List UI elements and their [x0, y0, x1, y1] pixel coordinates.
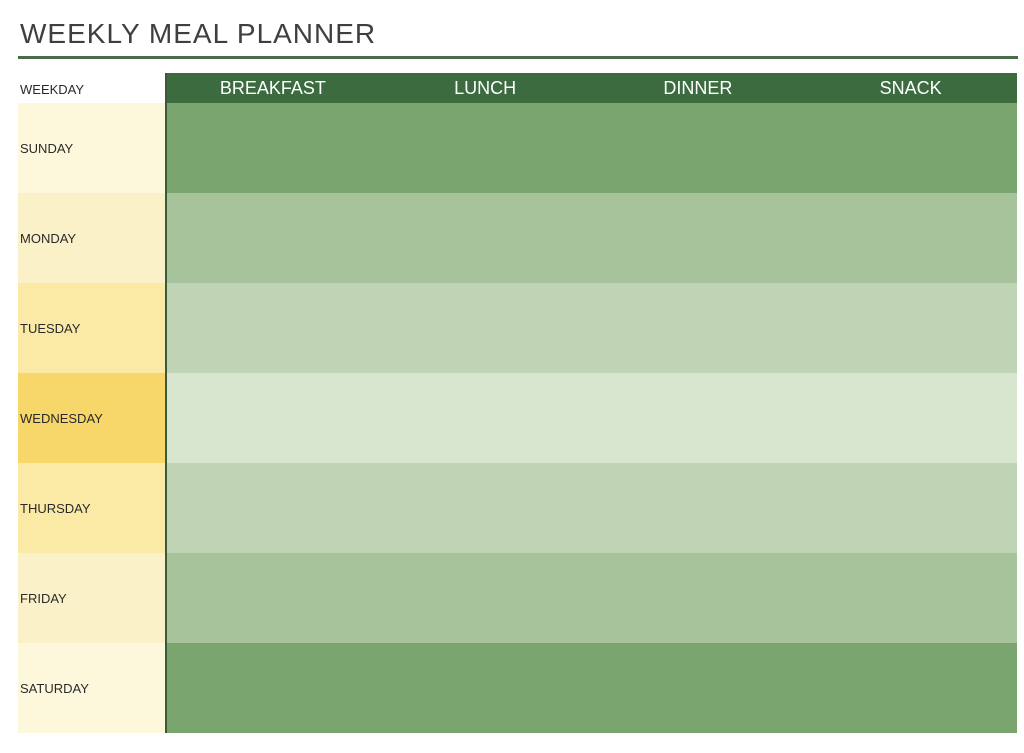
col-header-lunch: LUNCH [379, 73, 592, 103]
cell-sunday-breakfast[interactable] [166, 103, 379, 193]
corner-label: WEEKDAY [18, 73, 166, 103]
header-row: WEEKDAY BREAKFAST LUNCH DINNER SNACK [18, 73, 1017, 103]
row-monday: MONDAY [18, 193, 1017, 283]
cell-monday-breakfast[interactable] [166, 193, 379, 283]
day-label-friday: FRIDAY [18, 553, 166, 643]
day-label-monday: MONDAY [18, 193, 166, 283]
col-header-snack: SNACK [804, 73, 1017, 103]
cell-wednesday-breakfast[interactable] [166, 373, 379, 463]
row-thursday: THURSDAY [18, 463, 1017, 553]
cell-wednesday-snack[interactable] [804, 373, 1017, 463]
cell-tuesday-breakfast[interactable] [166, 283, 379, 373]
day-label-wednesday: WEDNESDAY [18, 373, 166, 463]
cell-friday-dinner[interactable] [592, 553, 805, 643]
cell-sunday-snack[interactable] [804, 103, 1017, 193]
cell-thursday-lunch[interactable] [379, 463, 592, 553]
cell-monday-snack[interactable] [804, 193, 1017, 283]
cell-friday-lunch[interactable] [379, 553, 592, 643]
cell-saturday-snack[interactable] [804, 643, 1017, 733]
cell-thursday-breakfast[interactable] [166, 463, 379, 553]
cell-tuesday-snack[interactable] [804, 283, 1017, 373]
row-sunday: SUNDAY [18, 103, 1017, 193]
cell-tuesday-lunch[interactable] [379, 283, 592, 373]
cell-tuesday-dinner[interactable] [592, 283, 805, 373]
row-tuesday: TUESDAY [18, 283, 1017, 373]
col-header-dinner: DINNER [592, 73, 805, 103]
title-rule [18, 56, 1018, 59]
cell-thursday-snack[interactable] [804, 463, 1017, 553]
day-label-saturday: SATURDAY [18, 643, 166, 733]
cell-monday-lunch[interactable] [379, 193, 592, 283]
cell-friday-breakfast[interactable] [166, 553, 379, 643]
planner-body: SUNDAY MONDAY TUESDAY WEDNESDAY [18, 103, 1017, 733]
cell-wednesday-lunch[interactable] [379, 373, 592, 463]
cell-sunday-dinner[interactable] [592, 103, 805, 193]
cell-friday-snack[interactable] [804, 553, 1017, 643]
day-label-tuesday: TUESDAY [18, 283, 166, 373]
row-saturday: SATURDAY [18, 643, 1017, 733]
cell-saturday-dinner[interactable] [592, 643, 805, 733]
cell-monday-dinner[interactable] [592, 193, 805, 283]
row-wednesday: WEDNESDAY [18, 373, 1017, 463]
col-header-breakfast: BREAKFAST [166, 73, 379, 103]
day-label-sunday: SUNDAY [18, 103, 166, 193]
cell-sunday-lunch[interactable] [379, 103, 592, 193]
cell-wednesday-dinner[interactable] [592, 373, 805, 463]
row-friday: FRIDAY [18, 553, 1017, 643]
meal-planner-table: WEEKDAY BREAKFAST LUNCH DINNER SNACK SUN… [18, 73, 1018, 733]
cell-saturday-breakfast[interactable] [166, 643, 379, 733]
cell-thursday-dinner[interactable] [592, 463, 805, 553]
page-title: WEEKLY MEAL PLANNER [20, 18, 1018, 50]
day-label-thursday: THURSDAY [18, 463, 166, 553]
cell-saturday-lunch[interactable] [379, 643, 592, 733]
